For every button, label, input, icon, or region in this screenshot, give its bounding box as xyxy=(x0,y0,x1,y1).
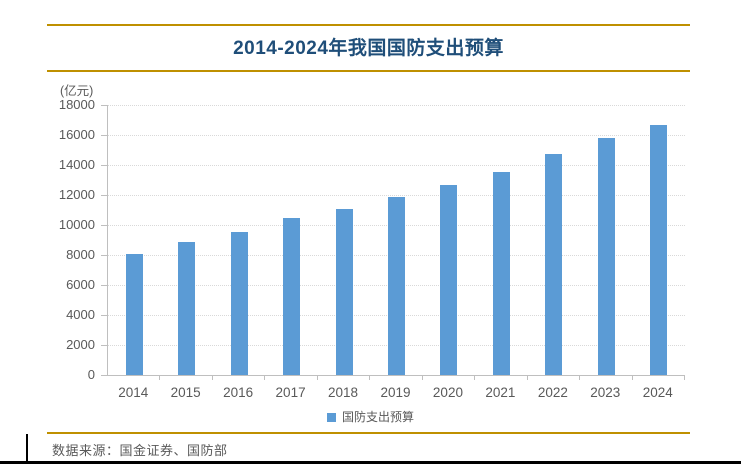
x-axis-label-2020: 2020 xyxy=(432,385,463,400)
x-axis-tick xyxy=(684,376,685,380)
bar-2017 xyxy=(283,218,301,375)
y-axis-label-2000: 2000 xyxy=(66,337,95,352)
bar-2014 xyxy=(125,253,143,375)
x-axis-tick xyxy=(421,376,423,380)
x-axis-label-2015: 2015 xyxy=(170,385,201,400)
bar-2023 xyxy=(597,138,615,375)
left-border-line xyxy=(26,434,28,463)
x-axis-label-2016: 2016 xyxy=(223,385,254,400)
gridline-16000 xyxy=(108,134,685,136)
y-axis-label-0: 0 xyxy=(87,367,95,382)
y-axis-tick xyxy=(101,345,107,346)
y-axis-tick xyxy=(101,285,107,286)
x-axis-tick xyxy=(264,376,266,380)
x-axis-label-2024: 2024 xyxy=(642,385,673,400)
y-axis-label-18000: 18000 xyxy=(58,97,95,112)
bar-2022 xyxy=(545,153,563,375)
bar-2016 xyxy=(230,231,248,375)
y-axis-label-6000: 6000 xyxy=(66,277,95,292)
y-axis-tick xyxy=(101,165,107,166)
x-axis-tick xyxy=(474,376,476,380)
y-axis-label-14000: 14000 xyxy=(58,157,95,172)
plot-area xyxy=(107,104,685,376)
x-axis-tick xyxy=(526,376,528,380)
y-axis-label-10000: 10000 xyxy=(58,217,95,232)
bar-2021 xyxy=(492,171,510,375)
x-axis-label-2022: 2022 xyxy=(537,385,568,400)
legend-color-swatch-icon xyxy=(326,413,336,422)
x-axis-label-2019: 2019 xyxy=(380,385,411,400)
footer-top-divider-line xyxy=(47,432,690,434)
y-axis-label-16000: 16000 xyxy=(58,127,95,142)
x-axis-label-2014: 2014 xyxy=(118,385,149,400)
x-axis-tick xyxy=(316,376,318,380)
page-title: 2014-2024年我国国防支出预算 xyxy=(233,38,504,59)
legend: 国防支出预算 xyxy=(0,409,741,426)
x-axis-label-2021: 2021 xyxy=(485,385,516,400)
y-axis-unit-label: (亿元) xyxy=(60,84,94,98)
bar-2024 xyxy=(650,125,668,375)
x-axis-tick xyxy=(159,376,161,380)
y-axis-tick xyxy=(101,375,107,376)
x-axis-label-2018: 2018 xyxy=(328,385,359,400)
y-axis-label-12000: 12000 xyxy=(58,187,95,202)
bar-2019 xyxy=(388,196,405,375)
bottom-border-line xyxy=(0,461,741,464)
y-axis-label-8000: 8000 xyxy=(66,247,95,262)
legend-series-label: 国防支出预算 xyxy=(341,410,414,424)
top-divider-line xyxy=(47,24,690,26)
gridline-12000 xyxy=(108,194,685,196)
y-axis-tick xyxy=(101,135,107,136)
y-axis-tick xyxy=(101,255,107,256)
y-axis-label-4000: 4000 xyxy=(66,307,95,322)
x-axis-label-2017: 2017 xyxy=(275,385,306,400)
y-axis-tick xyxy=(101,105,107,106)
x-axis-tick xyxy=(631,376,633,380)
gridline-18000 xyxy=(108,104,685,106)
bar-2020 xyxy=(440,184,458,375)
y-axis-tick xyxy=(101,315,107,316)
title-bottom-divider-line xyxy=(47,70,690,72)
y-axis-tick xyxy=(101,195,107,196)
y-axis-tick xyxy=(101,225,107,226)
gridline-14000 xyxy=(108,164,685,166)
data-source-text: 数据来源：国金证券、国防部 xyxy=(52,443,228,458)
x-axis-tick xyxy=(211,376,213,380)
x-axis-label-2023: 2023 xyxy=(590,385,621,400)
x-axis-tick xyxy=(579,376,581,380)
x-axis-tick xyxy=(369,376,371,380)
bar-2018 xyxy=(335,208,353,375)
bar-2015 xyxy=(178,241,196,375)
